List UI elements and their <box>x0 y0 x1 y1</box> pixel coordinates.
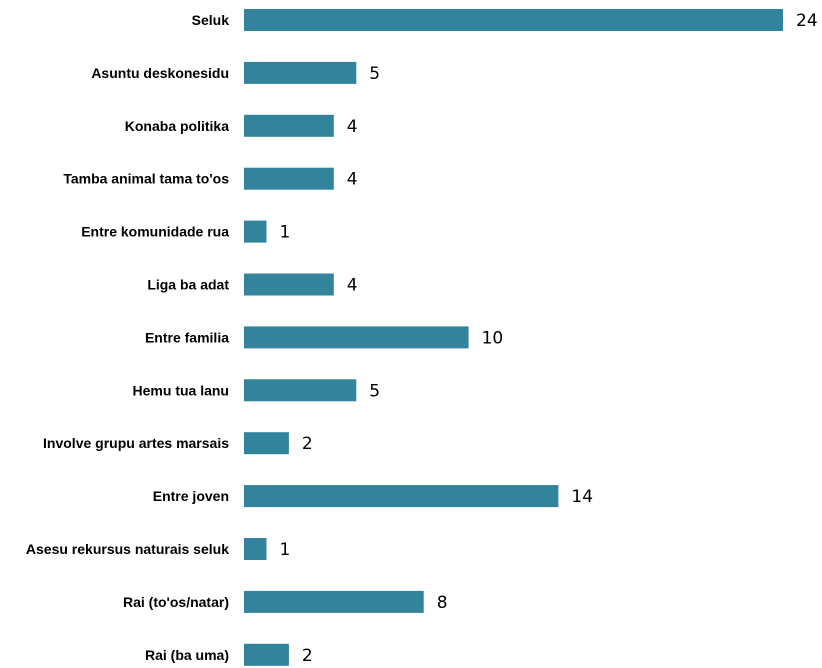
bar-12 <box>244 643 289 666</box>
category-label-8: Involve grupu artes marsais <box>43 435 229 451</box>
category-label-11: Rai (to'os/natar) <box>123 594 229 610</box>
value-label-2: 4 <box>347 117 358 137</box>
category-label-3: Tamba animal tama to'os <box>63 171 229 187</box>
bar-6 <box>244 326 469 349</box>
value-label-10: 1 <box>280 540 291 560</box>
value-label-4: 1 <box>280 223 291 243</box>
category-label-4: Entre komunidade rua <box>81 224 229 240</box>
value-label-7: 5 <box>369 381 380 401</box>
value-label-0: 24 <box>796 11 818 31</box>
category-label-5: Liga ba adat <box>147 277 229 293</box>
value-label-11: 8 <box>437 593 448 613</box>
value-label-5: 4 <box>347 276 358 296</box>
bar-0 <box>244 9 783 31</box>
bar-2 <box>244 114 334 137</box>
value-label-6: 10 <box>482 328 504 348</box>
value-label-9: 14 <box>571 487 593 507</box>
category-label-12: Rai (ba uma) <box>145 647 229 663</box>
value-label-3: 4 <box>347 170 358 190</box>
bar-11 <box>244 590 424 613</box>
bar-10 <box>244 538 267 560</box>
bar-7 <box>244 379 357 402</box>
bars-group <box>244 9 783 666</box>
category-label-1: Asuntu deskonesidu <box>91 65 229 81</box>
bar-8 <box>244 432 289 455</box>
category-label-10: Asesu rekursus naturais seluk <box>26 541 229 557</box>
bar-5 <box>244 273 334 296</box>
value-label-1: 5 <box>369 64 380 84</box>
bar-1 <box>244 61 357 84</box>
category-label-9: Entre joven <box>153 488 229 504</box>
category-label-0: Seluk <box>192 12 230 28</box>
bar-3 <box>244 167 334 190</box>
value-label-12: 2 <box>302 646 313 666</box>
bar-9 <box>244 485 559 508</box>
category-label-2: Konaba politika <box>125 118 229 134</box>
bar-4 <box>244 220 267 243</box>
category-label-7: Hemu tua lanu <box>133 382 229 398</box>
value-label-8: 2 <box>302 434 313 454</box>
category-label-6: Entre familia <box>145 329 229 345</box>
category-labels-group: Seluk Asuntu deskonesidu Konaba politika Ta… <box>26 12 229 663</box>
